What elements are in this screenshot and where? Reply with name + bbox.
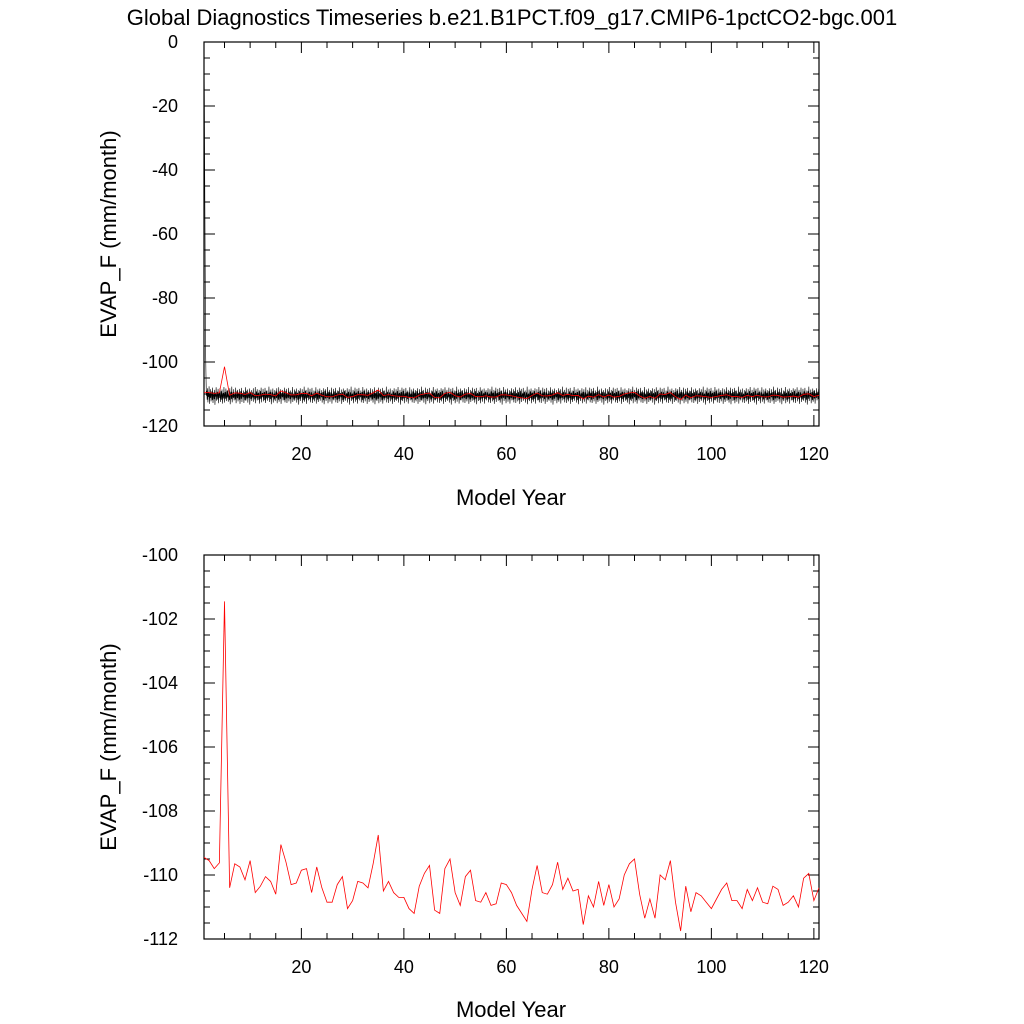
- top-y-tick-label: -120: [142, 416, 178, 436]
- top-y-tick-labels: 0 -20 -40 -60 -80 -100 -120: [142, 32, 178, 436]
- bottom-x-tick-label: 20: [291, 957, 311, 977]
- bottom-y-tick-label: -110: [143, 865, 178, 885]
- top-x-tick-label: 40: [394, 444, 414, 464]
- bottom-x-tick-labels: 20 40 60 80 100 120: [291, 957, 829, 977]
- top-plot-frame: [203, 41, 820, 427]
- top-y-tick-label: -40: [152, 160, 178, 180]
- bottom-y-tick-label: -104: [142, 673, 178, 693]
- bottom-y-tick-label: -102: [142, 609, 178, 629]
- top-x-tick-label: 80: [599, 444, 619, 464]
- bottom-x-tick-label: 100: [696, 957, 726, 977]
- top-panel: 20 40 60 80 100 120 0 -20 -40 -60 -80 -100 -120 Mod…: [96, 32, 829, 510]
- top-x-tick-label: 120: [799, 444, 829, 464]
- bottom-y-tick-labels: -100 -102 -104 -106 -108 -110 -112: [142, 545, 178, 949]
- bottom-y-tick-label: -100: [142, 545, 178, 565]
- bottom-x-axis-label: Model Year: [456, 997, 566, 1022]
- top-y-tick-label: -60: [152, 224, 178, 244]
- top-y-tick-label: 0: [168, 32, 178, 52]
- top-x-tick-label: 20: [291, 444, 311, 464]
- top-y-axis-label: EVAP_F (mm/month): [96, 130, 121, 337]
- top-y-tick-label: -80: [152, 288, 178, 308]
- top-monthly-series-line: [203, 41, 820, 405]
- bottom-y-axis-label: EVAP_F (mm/month): [96, 643, 121, 850]
- bottom-axis-ticks: [204, 554, 819, 940]
- top-annual-series-line: [203, 366, 820, 401]
- top-y-tick-label: -100: [142, 352, 178, 372]
- top-axis-ticks: [204, 41, 819, 427]
- bottom-x-tick-label: 120: [799, 957, 829, 977]
- bottom-x-tick-label: 80: [599, 957, 619, 977]
- bottom-y-tick-label: -108: [142, 801, 178, 821]
- bottom-x-tick-label: 40: [394, 957, 414, 977]
- chart-title: Global Diagnostics Timeseries b.e21.B1PC…: [127, 5, 897, 30]
- top-x-axis-label: Model Year: [456, 485, 566, 510]
- top-x-tick-labels: 20 40 60 80 100 120: [291, 444, 829, 464]
- bottom-y-tick-label: -106: [142, 737, 178, 757]
- bottom-annual-series-line: [203, 601, 820, 932]
- top-x-tick-label: 100: [696, 444, 726, 464]
- top-x-tick-label: 60: [496, 444, 516, 464]
- top-y-tick-label: -20: [152, 96, 178, 116]
- bottom-panel: 20 40 60 80 100 120 -100-102-104-106-108-110-…: [96, 545, 829, 1022]
- bottom-y-tick-label: -112: [143, 929, 178, 949]
- bottom-x-tick-label: 60: [496, 957, 516, 977]
- bottom-plot-frame: [203, 554, 820, 940]
